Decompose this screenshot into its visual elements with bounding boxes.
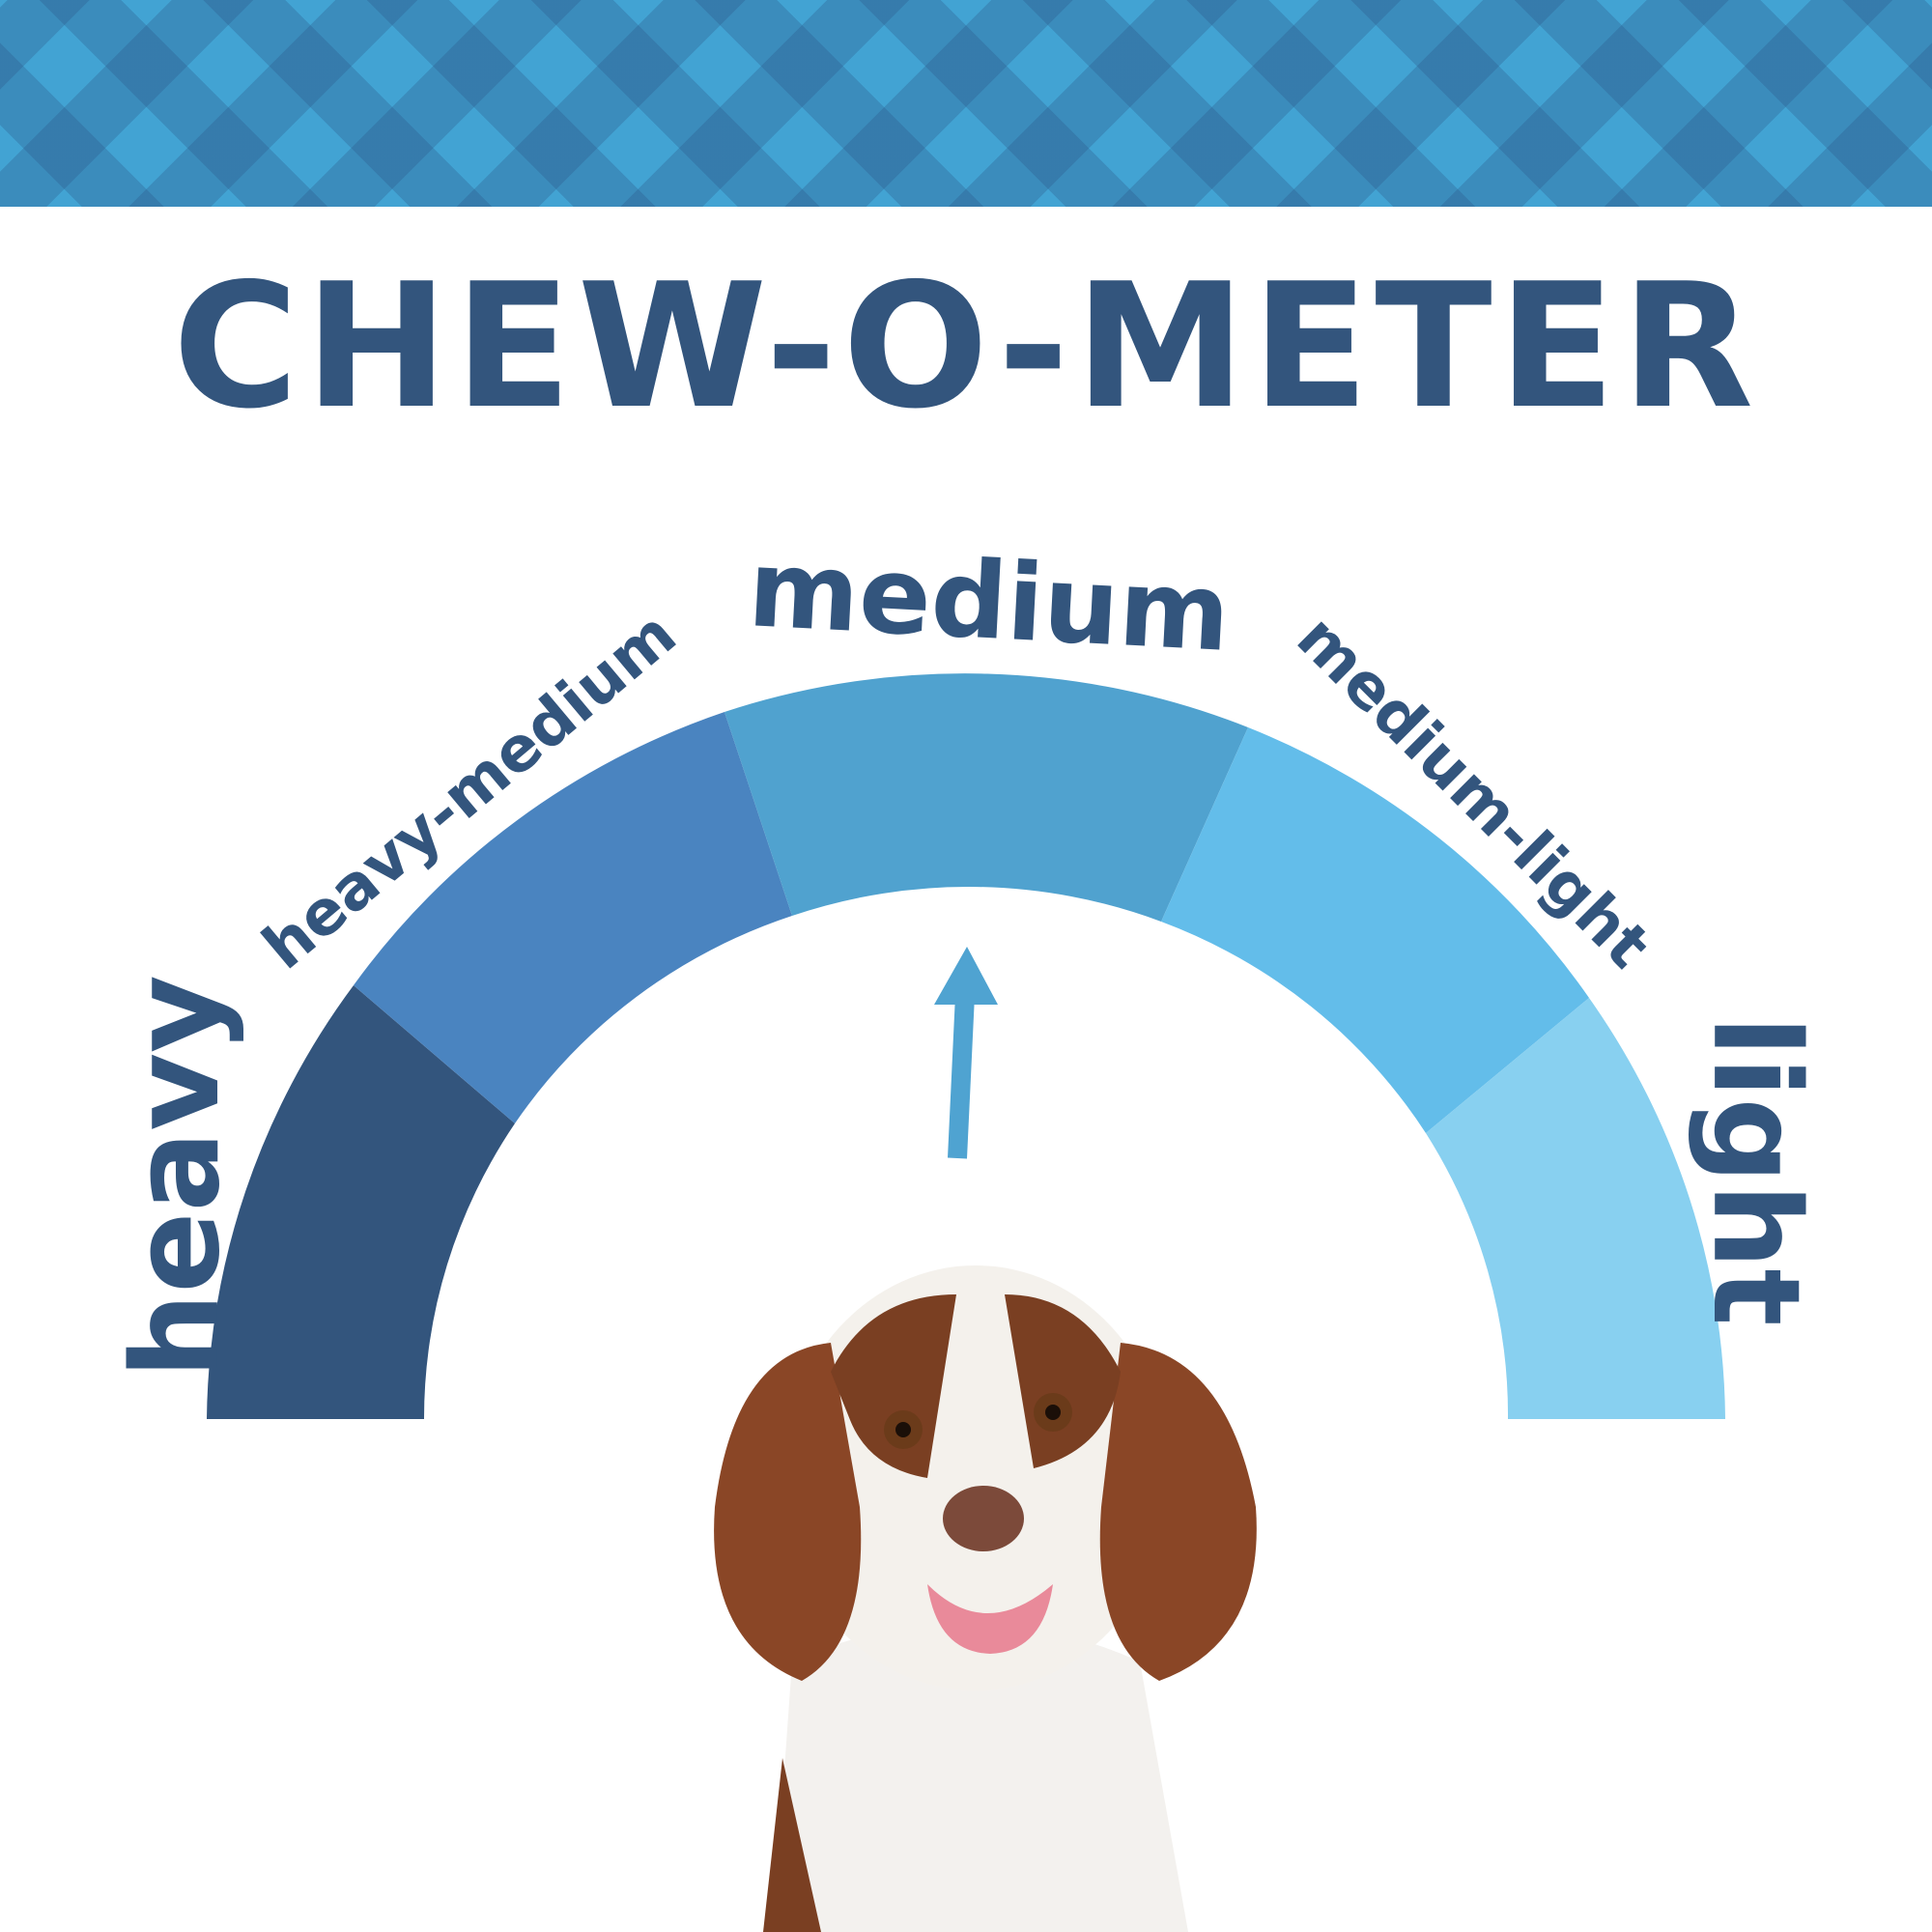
segment-heavy [207,985,515,1419]
pointer-arrow-icon [934,947,998,1159]
label-heavy: heavy [107,975,246,1378]
gingham-header-band [0,0,1932,207]
segment-light [1426,998,1725,1419]
page-title: CHEW-O-METER [172,246,1760,446]
segment-heavy-medium [354,712,792,1123]
segment-medium [724,673,1248,922]
label-medium: medium [746,526,1234,675]
label-light: light [1686,1015,1825,1325]
puppy-image [714,1265,1257,1932]
segment-medium-light [1161,727,1589,1133]
